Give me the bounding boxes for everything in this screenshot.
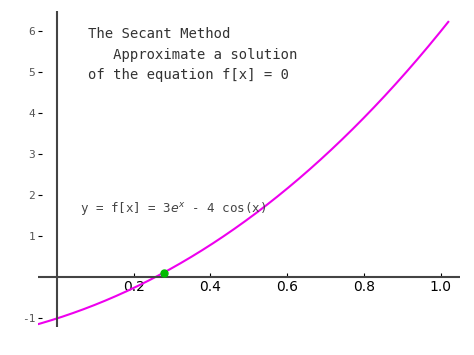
Text: of the equation f[x] = 0: of the equation f[x] = 0 <box>88 68 289 82</box>
Text: The Secant Method: The Secant Method <box>88 27 230 41</box>
Text: y = f[x] = 3$e^x$ - 4 cos(x): y = f[x] = 3$e^x$ - 4 cos(x) <box>80 200 266 217</box>
Text: Approximate a solution: Approximate a solution <box>88 48 297 61</box>
